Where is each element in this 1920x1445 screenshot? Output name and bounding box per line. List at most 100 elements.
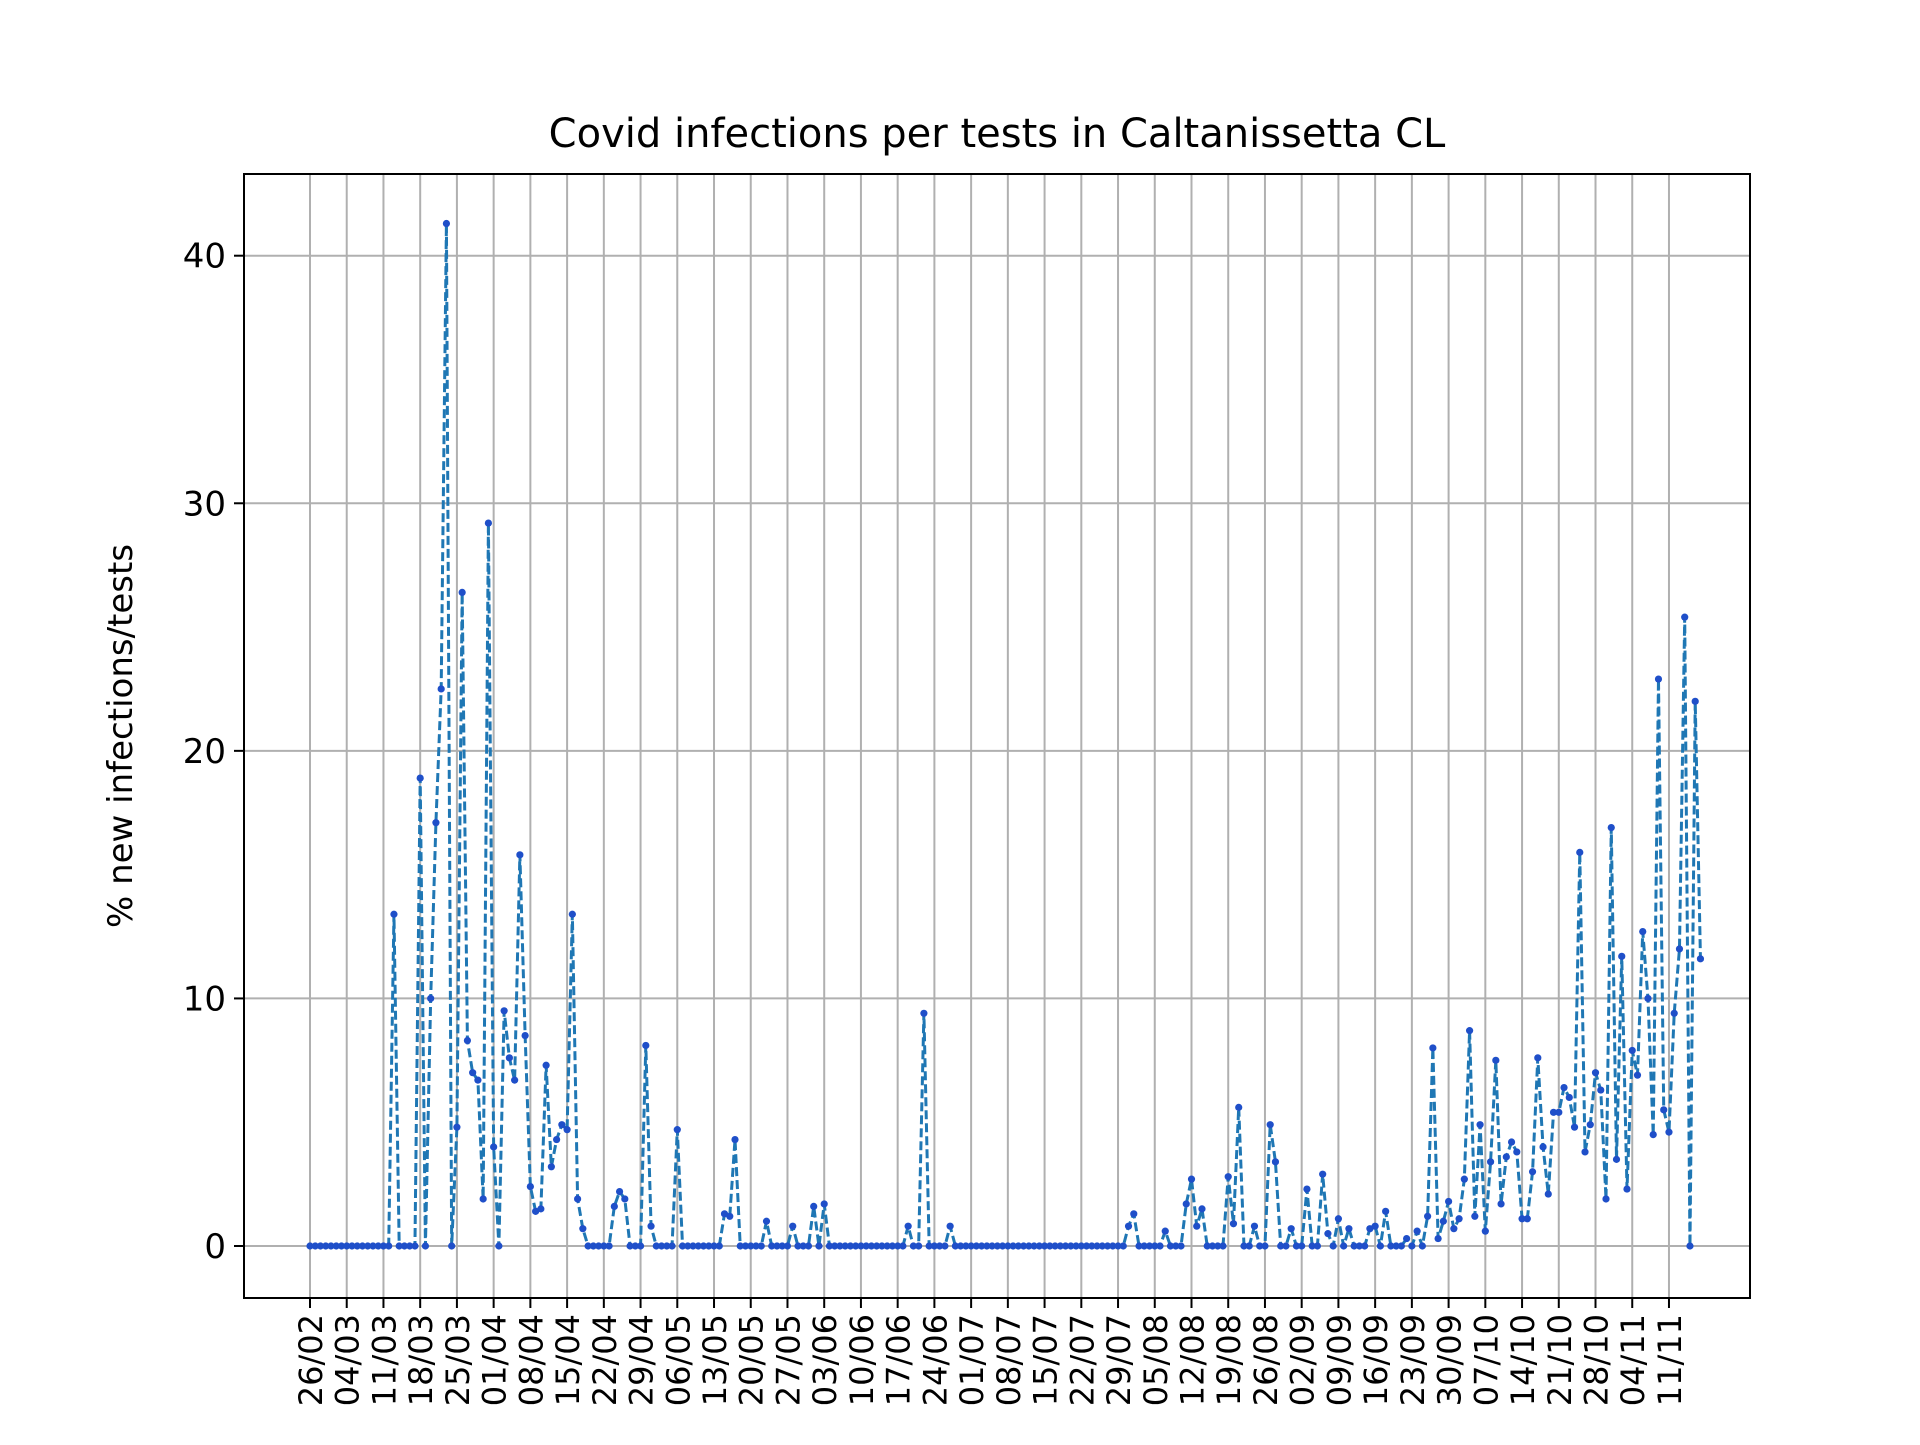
- data-point: [1224, 1173, 1232, 1181]
- data-point: [668, 1242, 676, 1250]
- data-point: [846, 1242, 855, 1250]
- y-tick-label: 0: [204, 1227, 226, 1267]
- data-point: [1040, 1242, 1049, 1250]
- data-point: [1560, 1083, 1568, 1092]
- data-point: [678, 1242, 687, 1250]
- data-point: [831, 1242, 839, 1250]
- data-point: [1361, 1242, 1369, 1250]
- data-point: [773, 1242, 781, 1250]
- data-point: [636, 1242, 645, 1250]
- data-point: [894, 1242, 902, 1250]
- data-point: [768, 1242, 776, 1250]
- data-point: [1670, 1009, 1678, 1017]
- x-tick-label: 22/07: [1063, 1314, 1101, 1406]
- data-point: [1581, 1148, 1589, 1156]
- x-tick-label: 30/09: [1431, 1314, 1469, 1406]
- data-point: [951, 1242, 959, 1250]
- data-point: [993, 1242, 1001, 1250]
- data-point: [862, 1242, 870, 1250]
- data-point: [778, 1242, 786, 1250]
- x-tick-label: 03/06: [806, 1314, 844, 1406]
- data-point: [694, 1242, 702, 1250]
- data-point: [841, 1242, 849, 1250]
- x-tick-label: 16/09: [1357, 1314, 1395, 1406]
- x-tick-label: 25/03: [439, 1314, 477, 1406]
- data-point: [1518, 1215, 1526, 1223]
- data-point: [1235, 1103, 1243, 1111]
- data-point: [1245, 1242, 1253, 1250]
- data-point: [1277, 1242, 1285, 1250]
- data-point: [631, 1242, 639, 1250]
- data-point: [1266, 1121, 1274, 1129]
- data-point: [1156, 1242, 1164, 1250]
- data-point: [1004, 1242, 1012, 1250]
- data-point: [1030, 1242, 1038, 1250]
- y-tick-label: 40: [183, 237, 226, 277]
- data-point: [1256, 1242, 1264, 1250]
- data-point: [936, 1242, 944, 1250]
- data-point: [946, 1222, 954, 1230]
- data-point: [416, 774, 424, 782]
- data-point: [899, 1242, 907, 1250]
- data-point: [967, 1242, 975, 1250]
- data-point: [1292, 1242, 1301, 1250]
- data-point: [1675, 945, 1684, 953]
- data-point: [621, 1195, 629, 1203]
- data-point: [1067, 1242, 1075, 1250]
- data-point: [469, 1069, 477, 1077]
- data-point: [1077, 1242, 1085, 1250]
- data-point: [731, 1135, 739, 1144]
- data-point: [820, 1200, 828, 1208]
- data-point: [568, 910, 576, 918]
- data-point: [316, 1242, 325, 1250]
- data-point: [657, 1242, 666, 1250]
- data-point: [1229, 1220, 1238, 1228]
- data-point: [747, 1242, 755, 1250]
- data-point: [783, 1242, 792, 1250]
- data-point: [988, 1242, 996, 1250]
- data-point: [1528, 1168, 1537, 1176]
- data-point: [1140, 1242, 1148, 1250]
- data-point: [1298, 1242, 1306, 1250]
- x-tick-label: 19/08: [1210, 1314, 1248, 1406]
- data-point: [1555, 1108, 1563, 1116]
- data-point: [857, 1242, 865, 1250]
- data-point: [789, 1222, 797, 1230]
- data-point: [537, 1205, 545, 1213]
- data-point: [1639, 927, 1647, 936]
- data-point: [888, 1242, 897, 1250]
- x-tick-label: 23/09: [1394, 1314, 1432, 1406]
- data-point: [1413, 1227, 1421, 1235]
- data-point: [836, 1242, 844, 1250]
- data-point: [1445, 1197, 1453, 1206]
- data-point: [526, 1182, 534, 1191]
- data-point: [1397, 1242, 1405, 1250]
- data-point: [647, 1222, 655, 1230]
- data-point: [1035, 1242, 1043, 1250]
- data-point: [1403, 1234, 1411, 1243]
- x-tick-label: 01/07: [953, 1314, 991, 1406]
- data-point: [1014, 1242, 1022, 1250]
- data-point: [873, 1242, 881, 1250]
- data-point: [673, 1126, 681, 1134]
- x-tick-label: 29/07: [1100, 1314, 1138, 1406]
- data-point: [710, 1242, 718, 1250]
- data-point: [505, 1054, 513, 1062]
- data-point: [1177, 1242, 1185, 1250]
- data-point: [1549, 1108, 1558, 1116]
- data-point: [1103, 1242, 1112, 1250]
- data-point: [1607, 824, 1615, 832]
- data-point: [1119, 1242, 1127, 1250]
- data-point: [642, 1041, 650, 1050]
- data-point: [1025, 1242, 1033, 1250]
- data-point: [1240, 1242, 1248, 1250]
- x-tick-label: 24/06: [916, 1314, 954, 1406]
- data-point: [1681, 613, 1689, 621]
- x-tick-label: 06/05: [659, 1314, 697, 1406]
- data-point: [1198, 1205, 1206, 1213]
- data-point: [1586, 1121, 1594, 1129]
- data-point: [437, 685, 445, 693]
- x-tick-label: 12/08: [1173, 1314, 1211, 1406]
- data-point: [558, 1121, 566, 1129]
